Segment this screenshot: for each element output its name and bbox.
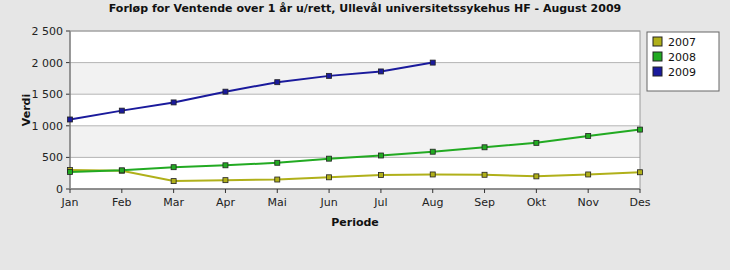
x-tick-label: Sep <box>474 196 495 209</box>
x-tick <box>380 189 381 193</box>
series-marker <box>430 172 435 177</box>
plot-frame <box>70 31 640 189</box>
series-marker <box>378 69 383 74</box>
series-group <box>68 60 643 184</box>
y-tick <box>66 94 70 95</box>
y-tick <box>66 189 70 190</box>
series-marker <box>482 145 487 150</box>
x-tick <box>484 189 485 193</box>
series-marker <box>68 169 73 174</box>
series-line <box>70 63 433 120</box>
y-tick-label: 2 500 <box>32 25 64 38</box>
series-marker <box>534 140 539 145</box>
series-marker <box>275 160 280 165</box>
y-tick-label: 1 500 <box>32 88 64 101</box>
legend-swatch <box>653 67 662 76</box>
x-tick-label: Feb <box>112 196 131 209</box>
y-tick <box>66 125 70 126</box>
x-tick <box>70 189 71 193</box>
series-line <box>70 130 640 172</box>
x-tick-label: Jan <box>61 196 79 209</box>
chart: 0 500 1 000 1 500 2 000 2 500 Jan Feb Mar Apr Mai J… <box>0 0 730 270</box>
series-marker <box>119 168 124 173</box>
y-axis-label: Verdi <box>20 94 33 126</box>
x-tick <box>329 189 330 193</box>
series-marker <box>378 173 383 178</box>
series-marker <box>223 89 228 94</box>
series-marker <box>327 175 332 180</box>
grid-line <box>70 94 640 95</box>
x-tick-label: Des <box>630 196 651 209</box>
series-marker <box>223 163 228 168</box>
y-tick <box>66 62 70 63</box>
title: Forløp for Ventende over 1 år u/rett, Ul… <box>109 2 621 15</box>
series-marker <box>430 149 435 154</box>
x-tick-label: Nov <box>577 196 599 209</box>
series-marker <box>638 170 643 175</box>
x-tick <box>121 189 122 193</box>
y-tick <box>66 157 70 158</box>
y-tick-label: 0 <box>56 183 63 196</box>
series-marker <box>586 172 591 177</box>
legend-label: 2007 <box>668 36 696 49</box>
x-tick <box>173 189 174 193</box>
series-marker <box>327 156 332 161</box>
y-tick-label: 500 <box>42 151 63 164</box>
x-tick <box>277 189 278 193</box>
series-marker <box>223 178 228 183</box>
x-tick <box>588 189 589 193</box>
x-tick <box>432 189 433 193</box>
series-marker <box>275 177 280 182</box>
series-marker <box>171 100 176 105</box>
series-marker <box>275 80 280 85</box>
series-marker <box>119 108 124 113</box>
x-tick <box>225 189 226 193</box>
series-marker <box>638 127 643 132</box>
series-marker <box>171 179 176 184</box>
legend-label: 2009 <box>668 66 696 79</box>
series-marker <box>68 117 73 122</box>
grid-band <box>70 126 640 158</box>
y-tick-label: 1 000 <box>32 120 64 133</box>
legend-swatch <box>653 37 662 46</box>
grid-line <box>70 125 640 126</box>
series-marker <box>482 172 487 177</box>
series-marker <box>119 168 124 173</box>
background <box>0 0 730 270</box>
x-tick <box>536 189 537 193</box>
x-tick-label: Okt <box>527 196 547 209</box>
x-tick-label: Jul <box>373 196 387 209</box>
x-tick-label: Mar <box>163 196 184 209</box>
series-marker <box>430 60 435 65</box>
x-tick <box>640 189 641 193</box>
grid-band <box>70 63 640 95</box>
x-tick-label: Aug <box>422 196 443 209</box>
series-marker <box>327 73 332 78</box>
grid-line <box>70 62 640 63</box>
x-tick-label: Apr <box>216 196 236 209</box>
series-marker <box>534 174 539 179</box>
legend-swatch <box>653 52 662 61</box>
x-tick-label: Mai <box>268 196 287 209</box>
series-marker <box>171 165 176 170</box>
series-marker <box>378 153 383 158</box>
y-tick <box>66 31 70 32</box>
x-axis-label: Periode <box>331 216 379 229</box>
x-tick-label: Jun <box>319 196 337 209</box>
y-tick-label: 2 000 <box>32 57 64 70</box>
series-line <box>70 170 640 181</box>
series-marker <box>586 133 591 138</box>
legend-label: 2008 <box>668 51 696 64</box>
plot-area <box>70 31 640 189</box>
legend <box>647 32 719 91</box>
